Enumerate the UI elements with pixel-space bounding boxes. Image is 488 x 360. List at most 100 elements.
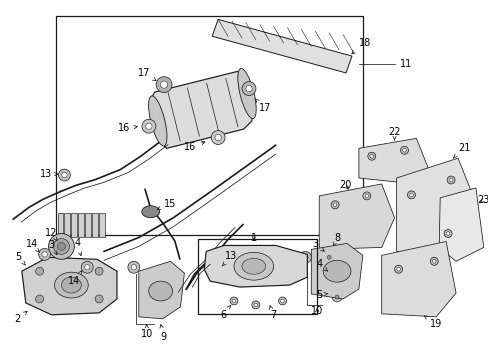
Ellipse shape (242, 258, 265, 274)
Text: 1: 1 (250, 233, 256, 243)
Ellipse shape (148, 281, 172, 301)
Polygon shape (149, 71, 253, 148)
Circle shape (253, 303, 257, 307)
Circle shape (215, 134, 221, 141)
Bar (58, 213, 63, 237)
Text: 16: 16 (184, 141, 204, 152)
Circle shape (329, 272, 339, 282)
Circle shape (245, 85, 252, 92)
Circle shape (128, 261, 140, 273)
Bar (64, 213, 70, 237)
Circle shape (39, 248, 50, 260)
Circle shape (160, 81, 167, 88)
Text: 23: 23 (477, 195, 488, 205)
Circle shape (95, 295, 103, 303)
Circle shape (217, 269, 223, 274)
Text: 5: 5 (315, 290, 327, 300)
Ellipse shape (323, 260, 350, 282)
Circle shape (446, 176, 454, 184)
Circle shape (278, 297, 286, 305)
Circle shape (145, 123, 152, 129)
Polygon shape (319, 184, 394, 249)
Circle shape (81, 261, 93, 273)
Circle shape (232, 299, 235, 303)
Circle shape (242, 82, 255, 95)
Text: 8: 8 (333, 233, 340, 246)
Text: 9: 9 (160, 325, 166, 342)
Text: 12: 12 (45, 228, 58, 241)
Circle shape (332, 275, 336, 279)
Circle shape (214, 265, 225, 277)
Circle shape (448, 178, 452, 182)
Circle shape (299, 251, 311, 263)
Bar (99, 213, 105, 237)
Circle shape (429, 257, 437, 265)
Ellipse shape (61, 277, 81, 293)
Circle shape (362, 192, 370, 200)
Circle shape (53, 238, 69, 255)
Circle shape (396, 267, 400, 271)
Bar (78, 213, 84, 237)
Text: 19: 19 (424, 316, 442, 329)
Circle shape (131, 265, 136, 270)
Circle shape (280, 299, 284, 303)
Circle shape (407, 191, 415, 199)
Polygon shape (22, 257, 117, 315)
Text: 20: 20 (338, 180, 350, 190)
Text: 13: 13 (40, 169, 58, 179)
Circle shape (36, 267, 43, 275)
Text: 17: 17 (138, 68, 156, 81)
Circle shape (84, 265, 90, 270)
Circle shape (365, 194, 368, 198)
Text: 14: 14 (68, 271, 81, 286)
Circle shape (36, 295, 43, 303)
Text: 22: 22 (387, 127, 400, 140)
Text: 10: 10 (310, 306, 323, 316)
Text: 14: 14 (25, 239, 40, 252)
Circle shape (330, 201, 338, 209)
Circle shape (61, 172, 67, 178)
Text: 13: 13 (222, 251, 237, 266)
Circle shape (251, 301, 259, 309)
Circle shape (402, 148, 406, 152)
Text: 6: 6 (220, 305, 230, 320)
Ellipse shape (148, 96, 166, 146)
Circle shape (367, 152, 375, 160)
Ellipse shape (142, 206, 159, 218)
Circle shape (58, 242, 65, 251)
Text: 4: 4 (74, 238, 81, 256)
Bar (85, 213, 91, 237)
Text: 3: 3 (48, 240, 57, 255)
Circle shape (400, 146, 407, 154)
Circle shape (156, 77, 172, 93)
Circle shape (446, 232, 449, 235)
Circle shape (211, 131, 224, 144)
Bar (198, 239, 317, 314)
Text: 17: 17 (255, 99, 270, 113)
Polygon shape (139, 261, 184, 319)
Ellipse shape (237, 68, 256, 119)
Circle shape (324, 252, 333, 262)
Polygon shape (396, 158, 473, 259)
Bar (56, 17, 362, 234)
Polygon shape (212, 19, 351, 73)
Circle shape (431, 260, 435, 263)
Polygon shape (438, 188, 483, 261)
Text: 2: 2 (15, 311, 27, 324)
Bar (92, 213, 98, 237)
Text: 21: 21 (452, 143, 469, 158)
Text: 5: 5 (15, 252, 26, 265)
Circle shape (409, 193, 412, 197)
Circle shape (59, 169, 70, 181)
Ellipse shape (55, 272, 88, 298)
Circle shape (302, 255, 307, 260)
Circle shape (326, 255, 330, 259)
Text: 10: 10 (141, 325, 153, 339)
Text: 4: 4 (316, 259, 327, 271)
Text: 18: 18 (351, 38, 370, 54)
Circle shape (42, 252, 47, 257)
Text: 16: 16 (118, 123, 137, 133)
Circle shape (443, 230, 451, 238)
Circle shape (334, 295, 338, 299)
Circle shape (331, 292, 341, 302)
